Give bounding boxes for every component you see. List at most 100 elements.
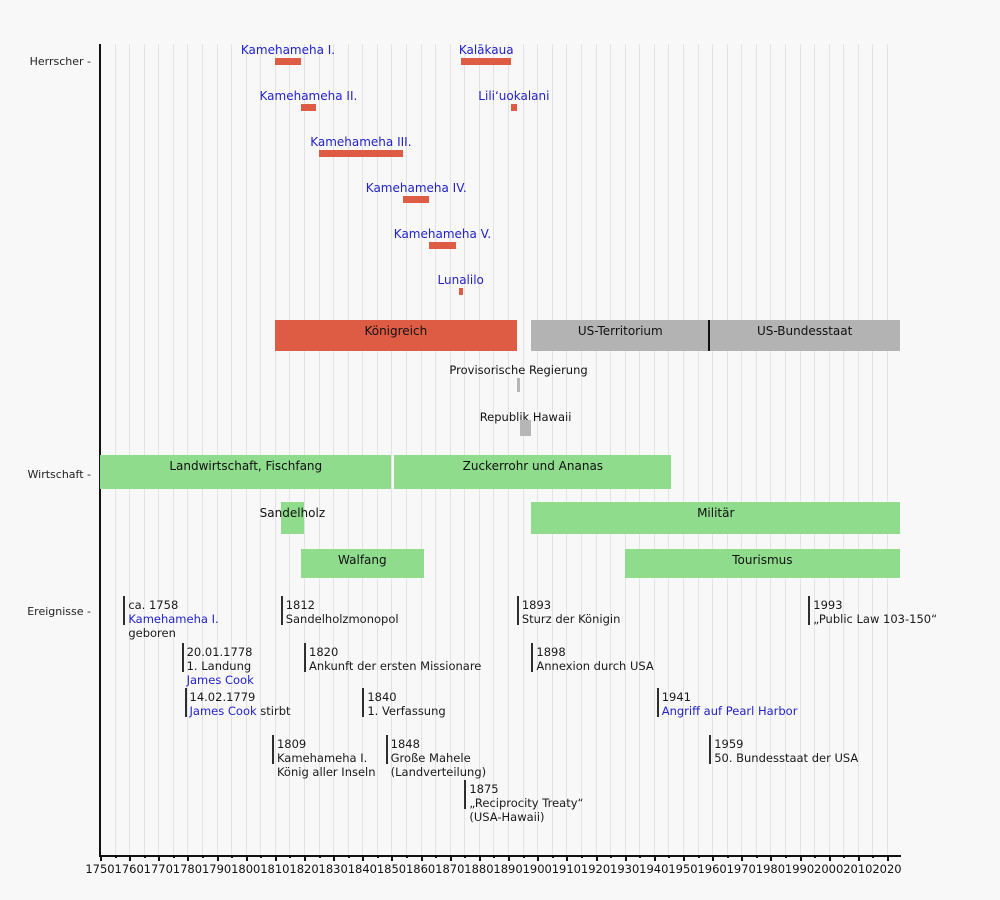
axis-tick	[522, 855, 525, 858]
event-text-segment: 1993	[813, 598, 843, 612]
event-line: 1. Landung	[187, 659, 254, 673]
gridline	[129, 44, 131, 855]
event-marker-1893	[516, 596, 519, 625]
axis-tick-label: 1910	[551, 862, 581, 876]
axis-tick	[857, 855, 860, 861]
axis-tick	[420, 855, 423, 861]
axis-tick	[143, 855, 146, 858]
gridline	[872, 44, 874, 855]
gridline	[770, 44, 772, 855]
axis-tick	[712, 855, 715, 861]
axis-tick	[566, 855, 569, 861]
ruler-label-kamehameha-v[interactable]: Kamehameha V.	[393, 227, 492, 241]
axis-tick-label: 1850	[376, 862, 407, 876]
axis-tick-label: 1930	[610, 862, 640, 876]
axis-tick	[376, 855, 379, 858]
ruler-label-kamehameha-i[interactable]: Kamehameha I.	[240, 43, 336, 57]
gridline	[508, 44, 510, 855]
event-text-1893: 1893 Sturz der Königin	[522, 598, 621, 626]
status-bar-label-us-bundesstaat: US-Bundesstaat	[756, 324, 853, 338]
event-text-1941: 1941 Angriff auf Pearl Harbor	[662, 690, 798, 718]
axis-tick	[639, 855, 642, 858]
axis-tick	[362, 855, 365, 861]
event-text-segment: 1893	[521, 598, 552, 612]
ruler-label-kamehameha-ii[interactable]: Kamehameha II.	[259, 89, 358, 103]
axis-tick	[158, 855, 161, 861]
gridline	[231, 44, 233, 855]
gridline	[187, 44, 189, 855]
event-text-segment: ca. 1758	[128, 598, 179, 612]
ruler-label-kamehameha-iv[interactable]: Kamehameha IV.	[365, 181, 467, 195]
link-kamehameha-i[interactable]: Kamehameha I.	[128, 612, 219, 626]
axis-tick	[435, 855, 438, 858]
gridline	[653, 44, 655, 855]
gridline	[143, 44, 145, 855]
gridline	[886, 44, 888, 855]
gridline	[493, 44, 495, 855]
gridline	[784, 44, 786, 855]
ruler-label-lili-uokalani[interactable]: Liliʻuokalani	[478, 89, 550, 103]
territory-state-divider	[708, 320, 711, 351]
event-text-segment: 1. Verfassung	[367, 704, 446, 718]
axis-tick-label: 1970	[726, 862, 756, 876]
axis-tick	[216, 855, 219, 861]
event-marker-1848	[385, 735, 388, 764]
gridline	[610, 44, 612, 855]
event-text-segment: Sandelholzmonopol	[285, 612, 399, 626]
gridline	[857, 44, 859, 855]
axis-tick	[449, 855, 452, 861]
axis-tick	[129, 855, 132, 861]
axis-tick-label: 1770	[143, 862, 173, 876]
economy-bar-label-zuckerrohr-und-ananas: Zuckerrohr und Ananas	[462, 459, 604, 473]
event-text-segment: (Landverteilung)	[390, 765, 487, 779]
link-angriff-auf-pearl-harbor[interactable]: Angriff auf Pearl Harbor	[661, 704, 798, 718]
axis-tick	[231, 855, 234, 858]
event-line: 1809	[277, 737, 376, 751]
sub-status-label-provisorische-regierung: Provisorische Regierung	[449, 363, 588, 377]
gridline	[755, 44, 757, 855]
economy-bar-tourismus	[624, 549, 901, 578]
status-bar-label-us-territorium: US-Territorium	[577, 324, 663, 338]
event-text-segment: 1875	[469, 782, 499, 796]
event-marker-1812	[280, 596, 283, 625]
axis-tick-label: 1810	[260, 862, 290, 876]
economy-bar-milit-r	[531, 502, 901, 534]
axis-tick	[741, 855, 744, 861]
gridline	[828, 44, 830, 855]
gridline	[697, 44, 699, 855]
event-marker-1875	[464, 780, 467, 809]
axis-tick-label: 1920	[580, 862, 611, 876]
axis-tick	[886, 855, 889, 861]
link-james-cook[interactable]: James Cook	[186, 673, 254, 687]
gridline	[726, 44, 728, 855]
gridline	[449, 44, 451, 855]
gridline	[172, 44, 174, 855]
gridline	[464, 44, 466, 855]
gridline	[376, 44, 378, 855]
axis-tick	[245, 855, 248, 861]
event-line: Kamehameha I.	[277, 751, 376, 765]
event-line: 1. Verfassung	[367, 704, 445, 718]
gridline	[333, 44, 335, 855]
section-label-wirtschaft: Wirtschaft -	[27, 468, 91, 481]
axis-tick	[260, 855, 263, 858]
event-text-1959: 1959 50. Bundesstaat der USA	[714, 737, 858, 765]
event-marker-1779	[184, 688, 187, 717]
link-james-cook[interactable]: James Cook	[189, 704, 257, 718]
event-text-segment: 1820	[309, 645, 339, 659]
status-bar-k-nigreich	[274, 320, 517, 351]
gridline	[347, 44, 349, 855]
event-text-segment: „Reciprocity Treaty“	[469, 796, 584, 810]
event-text-1993: 1993 „Public Law 103-150“	[813, 598, 937, 626]
ruler-label-lunalilo[interactable]: Lunalilo	[437, 273, 484, 287]
economy-bar-landwirtschaft-fischfang	[100, 455, 392, 489]
axis-tick-label: 1880	[464, 862, 494, 876]
ruler-label-kal-kaua[interactable]: Kalākaua	[458, 43, 514, 57]
ruler-label-kamehameha-iii[interactable]: Kamehameha III.	[310, 135, 412, 149]
gridline	[843, 44, 845, 855]
x-axis-line	[99, 855, 901, 857]
gridline	[639, 44, 641, 855]
gridline	[114, 44, 116, 855]
axis-tick-label: 1760	[114, 862, 144, 876]
